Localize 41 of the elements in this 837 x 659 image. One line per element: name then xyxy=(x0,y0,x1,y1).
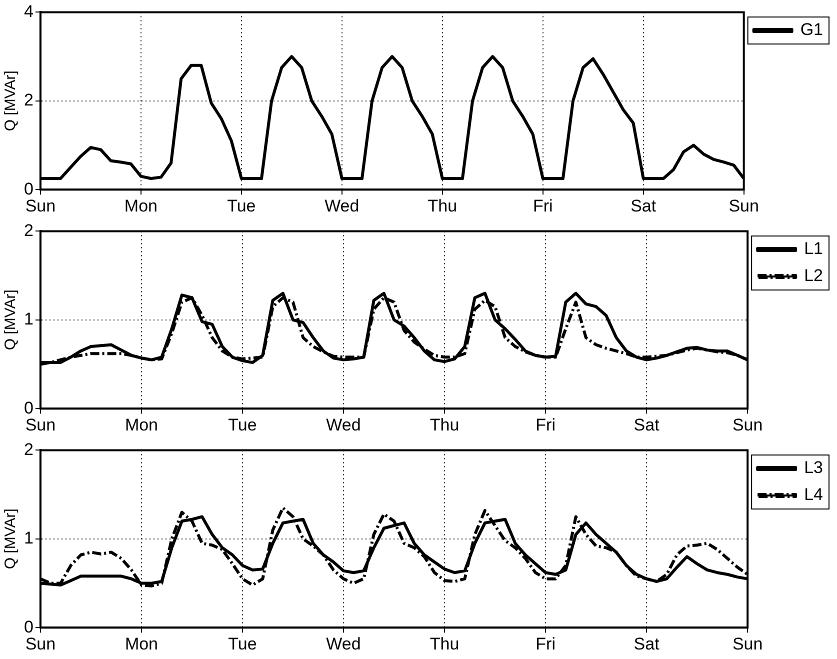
x-tick-label: Thu xyxy=(428,196,458,216)
y-tick-label: 2 xyxy=(24,440,34,459)
x-tick-label: Thu xyxy=(430,415,460,434)
x-tick-label: Sun xyxy=(25,634,56,654)
x-tick-label: Mon xyxy=(124,634,158,654)
y-tick-label: 1 xyxy=(24,528,34,548)
x-tick-label: Fri xyxy=(536,415,556,434)
x-tick-label: Thu xyxy=(430,634,460,654)
legend-label: G1 xyxy=(800,20,824,40)
y-tick-label: 0 xyxy=(24,179,34,198)
x-tick-label: Sun xyxy=(25,196,56,216)
legend-label: L4 xyxy=(804,485,824,504)
y-tick-label: 1 xyxy=(24,310,34,329)
x-tick-label: Tue xyxy=(227,196,256,216)
x-tick-label: Sat xyxy=(630,196,656,216)
x-tick-label: Sun xyxy=(732,415,763,434)
x-tick-label: Tue xyxy=(228,415,257,434)
x-tick-label: Sun xyxy=(728,196,759,216)
legend-label: L2 xyxy=(804,266,824,286)
legend-label: L3 xyxy=(804,458,824,478)
x-tick-label: Mon xyxy=(124,415,158,434)
y-axis-title: Q [MVAr] xyxy=(2,508,20,570)
x-tick-label: Wed xyxy=(326,415,361,434)
y-tick-label: 4 xyxy=(24,2,34,21)
x-tick-label: Sun xyxy=(25,415,56,434)
x-tick-label: Sat xyxy=(634,415,660,434)
x-tick-label: Wed xyxy=(326,634,361,654)
y-tick-label: 2 xyxy=(24,220,34,240)
x-tick-label: Sun xyxy=(732,634,763,654)
y-axis-title: Q [MVAr] xyxy=(2,70,20,132)
x-tick-label: Wed xyxy=(324,196,360,216)
x-tick-label: Fri xyxy=(536,634,556,654)
x-tick-label: Fri xyxy=(532,196,553,216)
y-tick-label: 2 xyxy=(24,90,34,110)
y-tick-label: 0 xyxy=(24,398,34,418)
y-tick-label: 0 xyxy=(24,617,34,636)
x-tick-label: Tue xyxy=(228,634,257,654)
legend-label: L1 xyxy=(804,239,824,258)
y-axis-title: Q [MVAr] xyxy=(2,290,20,350)
x-tick-label: Mon xyxy=(124,196,158,216)
x-tick-label: Sat xyxy=(634,634,660,654)
